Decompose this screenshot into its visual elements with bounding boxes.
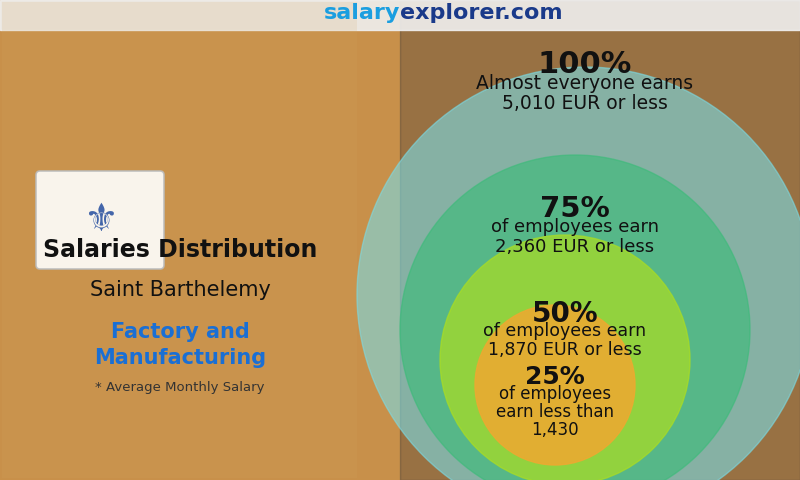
Text: earn less than: earn less than [496, 403, 614, 421]
Bar [0, 80, 500, 96]
Bar [0, 320, 500, 336]
Bar [400, 0, 800, 480]
Bar [0, 256, 500, 272]
Circle shape [475, 305, 635, 465]
Bar [0, 368, 500, 384]
Text: Saint Barthelemy: Saint Barthelemy [90, 280, 270, 300]
FancyBboxPatch shape [36, 171, 164, 269]
Bar [0, 416, 500, 432]
Bar [0, 384, 500, 400]
Circle shape [440, 235, 690, 480]
Bar [0, 192, 500, 208]
Bar [0, 32, 500, 48]
Text: Manufacturing: Manufacturing [94, 348, 266, 368]
Bar [0, 304, 500, 320]
Bar [0, 48, 500, 64]
Bar [0, 352, 500, 368]
Bar [0, 96, 500, 112]
Bar [0, 464, 500, 480]
Bar [0, 432, 500, 448]
Text: Almost everyone earns: Almost everyone earns [477, 74, 694, 93]
Bar [0, 144, 500, 160]
Text: explorer.com: explorer.com [400, 3, 562, 23]
Text: 1,870 EUR or less: 1,870 EUR or less [488, 341, 642, 359]
FancyBboxPatch shape [2, 2, 357, 478]
Bar [0, 160, 500, 176]
Text: Factory and: Factory and [110, 322, 250, 342]
Bar [0, 224, 500, 240]
Text: ⚜: ⚜ [82, 201, 118, 239]
Bar [0, 400, 500, 416]
Bar [0, 0, 800, 30]
Text: * Average Monthly Salary: * Average Monthly Salary [95, 382, 265, 395]
Bar [0, 240, 500, 256]
Text: of employees: of employees [499, 385, 611, 403]
Bar [0, 176, 500, 192]
Text: 2,360 EUR or less: 2,360 EUR or less [495, 238, 654, 256]
Text: 1,430: 1,430 [531, 421, 579, 439]
Text: 75%: 75% [540, 195, 610, 223]
Bar [0, 64, 500, 80]
Bar [0, 336, 500, 352]
Circle shape [400, 155, 750, 480]
Text: 50%: 50% [532, 300, 598, 328]
Bar [0, 272, 500, 288]
Bar [0, 128, 500, 144]
Circle shape [357, 67, 800, 480]
Bar [0, 448, 500, 464]
Text: of employees earn: of employees earn [491, 218, 659, 236]
Text: Salaries Distribution: Salaries Distribution [43, 238, 317, 262]
Text: 25%: 25% [525, 365, 585, 389]
Text: 100%: 100% [538, 50, 632, 79]
Text: of employees earn: of employees earn [483, 322, 646, 340]
Text: salary: salary [324, 3, 400, 23]
Bar [0, 16, 500, 32]
Bar [0, 208, 500, 224]
Bar [0, 0, 500, 16]
Bar [0, 112, 500, 128]
Bar [0, 288, 500, 304]
Text: 5,010 EUR or less: 5,010 EUR or less [502, 94, 668, 113]
